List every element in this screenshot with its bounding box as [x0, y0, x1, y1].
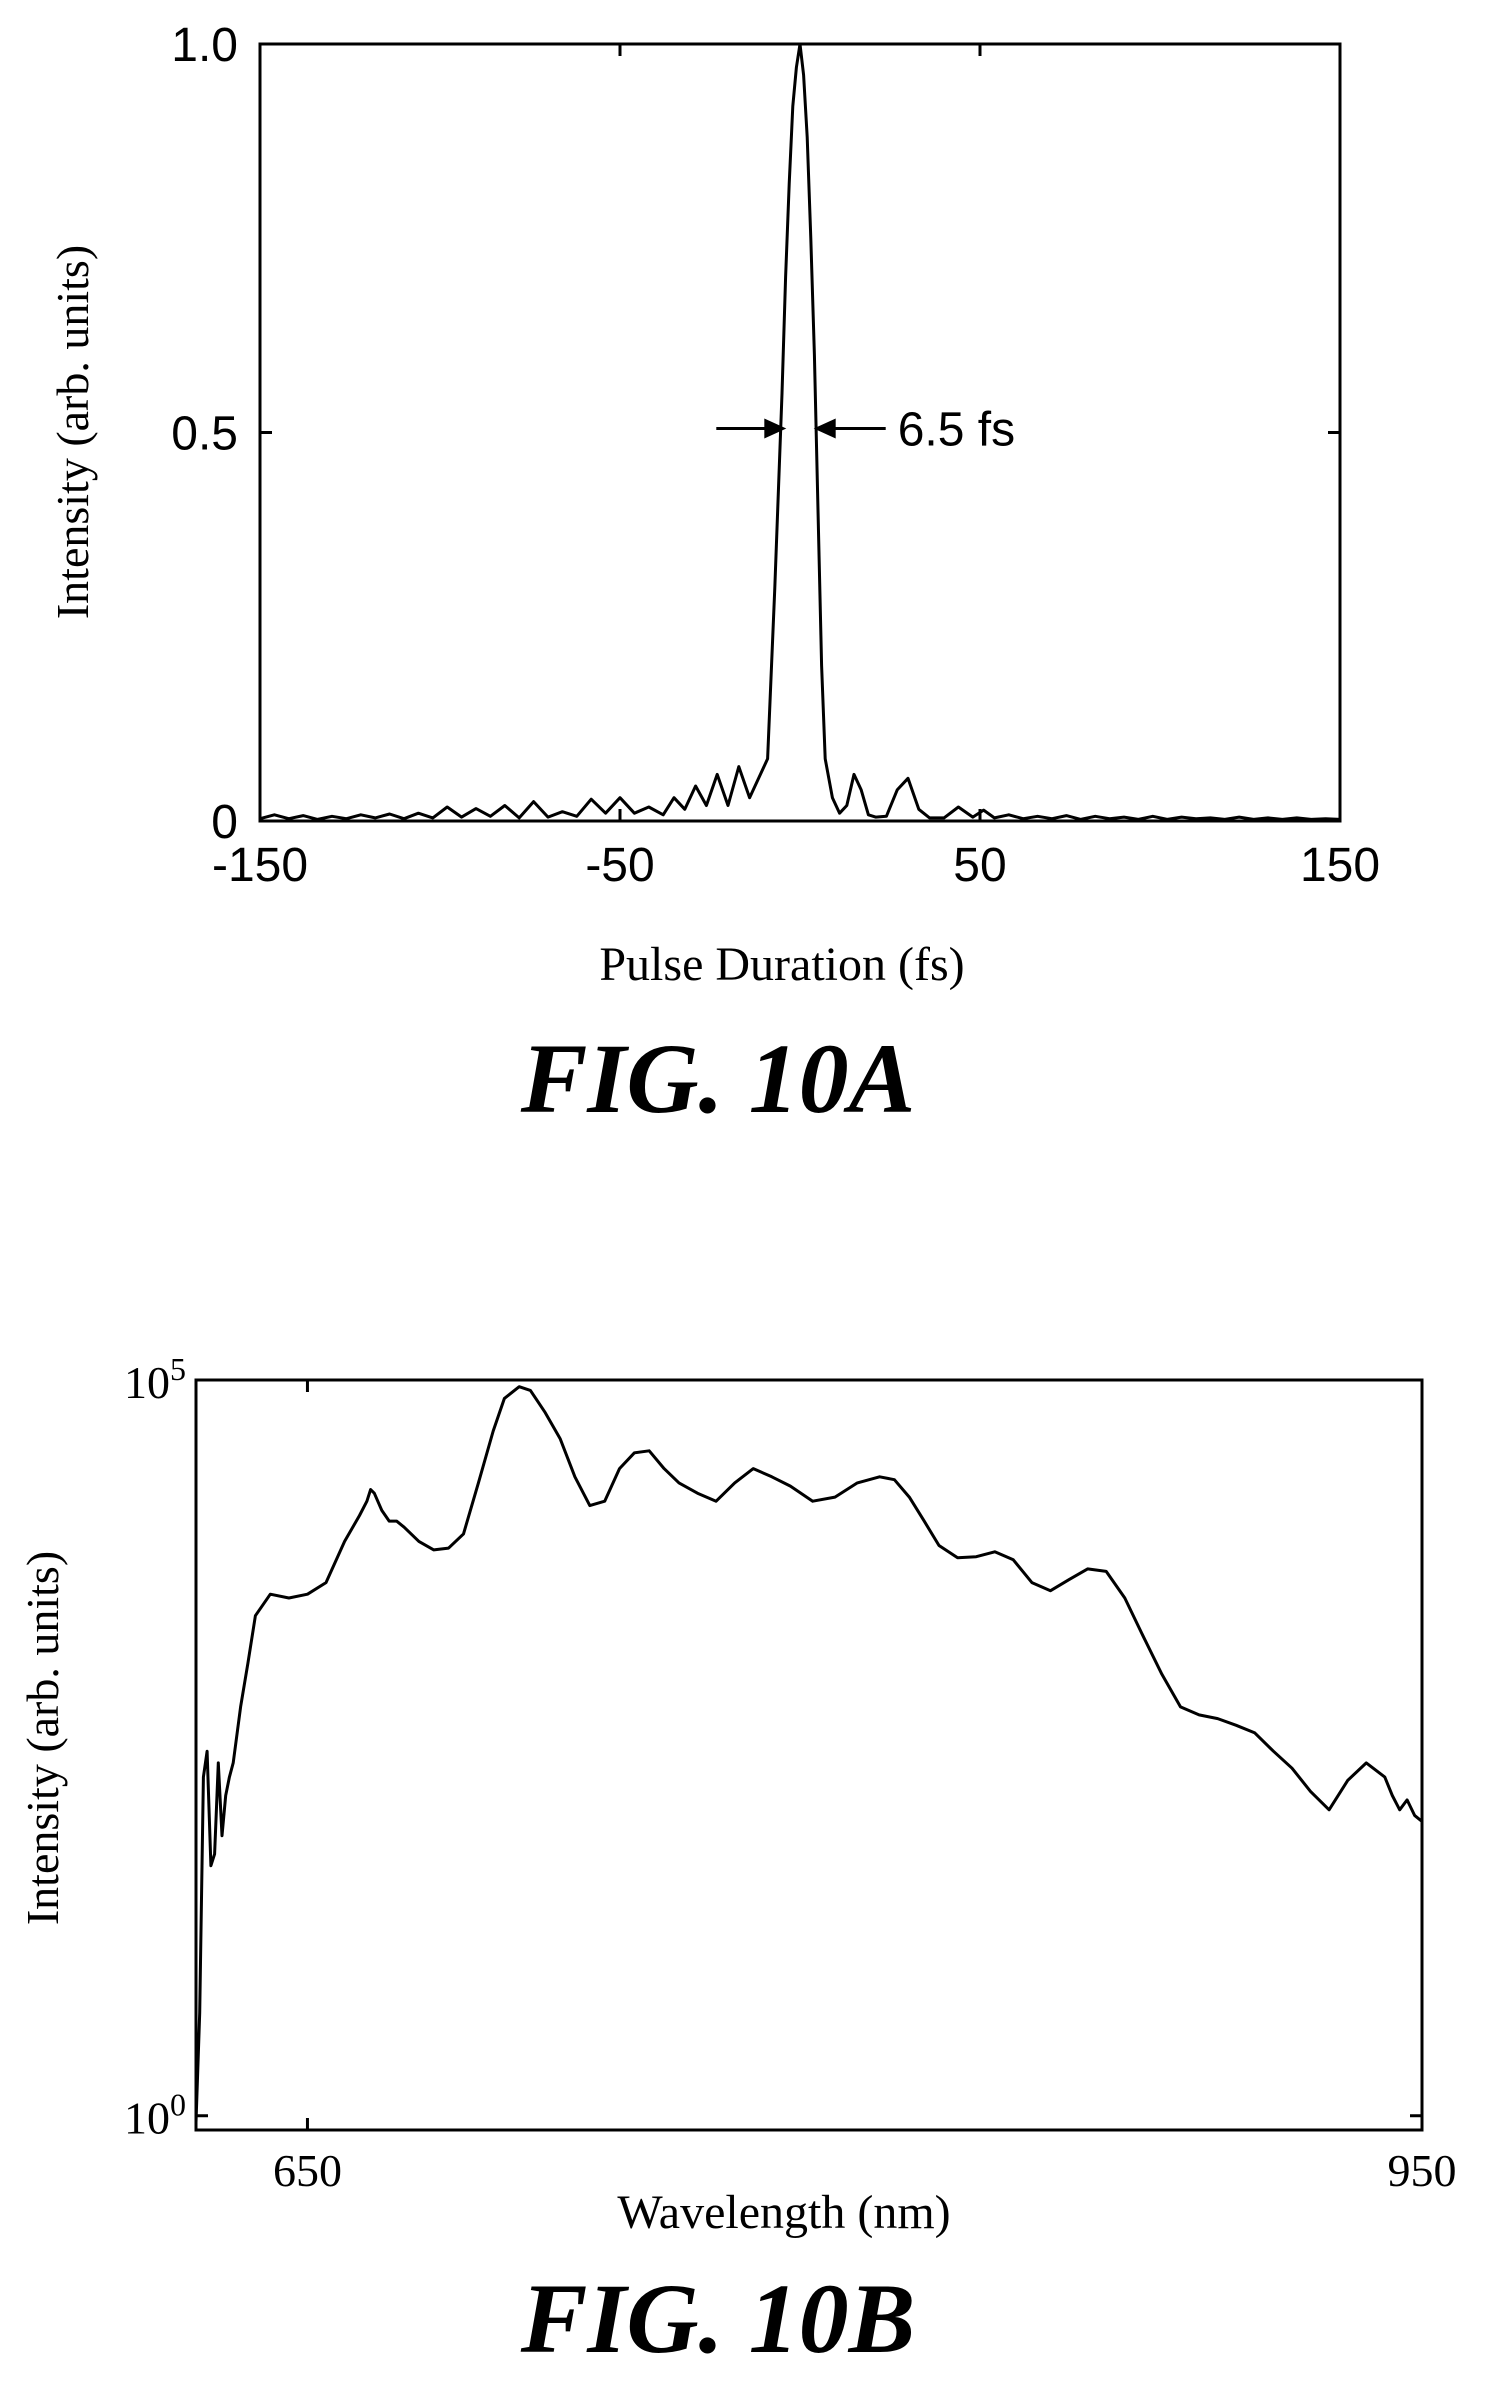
chart-10a: -150 -50 50 150 0 0.5 1.0 Intensity (arb. unit… [47, 19, 1380, 1134]
chart-10b-frame [194, 1378, 1424, 2132]
chart-10b-xtick-label: 650 [273, 2145, 342, 2196]
chart-10a-ytick-label: 0.5 [171, 408, 238, 461]
fwhm-label: 6.5 fs [898, 404, 1015, 457]
chart-10a-frame [258, 42, 1342, 823]
chart-10a-line [259, 42, 1341, 821]
fwhm-annotation: 6.5 fs [716, 404, 1015, 457]
chart-10b-ytick-label: 100 [124, 2087, 186, 2144]
chart-10a-ylabel: Intensity (arb. units) [47, 245, 98, 619]
chart-10b-ytick-label: 105 [124, 1351, 186, 1408]
chart-10a-xtick-label: -150 [212, 839, 308, 892]
fwhm-arrowhead-left [764, 418, 787, 439]
chart-10b-tick-labels: 650 950 100 105 [124, 1351, 1457, 2196]
chart-10b-xtick-label: 950 [1388, 2145, 1457, 2196]
chart-10a-xtick-label: -50 [585, 839, 654, 892]
fig-10a-caption: FIG. 10A [520, 1023, 916, 1134]
chart-10b: 650 950 100 105 Intensity (arb. units) Wave… [17, 1351, 1457, 2374]
chart-10a-xtick-label: 150 [1300, 839, 1380, 892]
chart-10a-ytick-label: 1.0 [171, 19, 238, 72]
chart-10b-line [194, 1385, 1423, 2123]
chart-10b-xlabel: Wavelength (nm) [617, 2186, 950, 2239]
fig-10b-caption: FIG. 10B [520, 2263, 916, 2374]
chart-10b-ticks [196, 1378, 1424, 2130]
chart-10a-xlabel: Pulse Duration (fs) [599, 938, 964, 991]
fwhm-arrowhead-right [813, 418, 836, 439]
chart-10a-ticks [258, 42, 1342, 823]
chart-10a-ytick-label: 0 [211, 796, 238, 849]
chart-10b-ylabel: Intensity (arb. units) [17, 1551, 68, 1925]
chart-10a-tick-labels: -150 -50 50 150 0 0.5 1.0 [171, 19, 1380, 892]
chart-10a-xtick-label: 50 [953, 839, 1006, 892]
